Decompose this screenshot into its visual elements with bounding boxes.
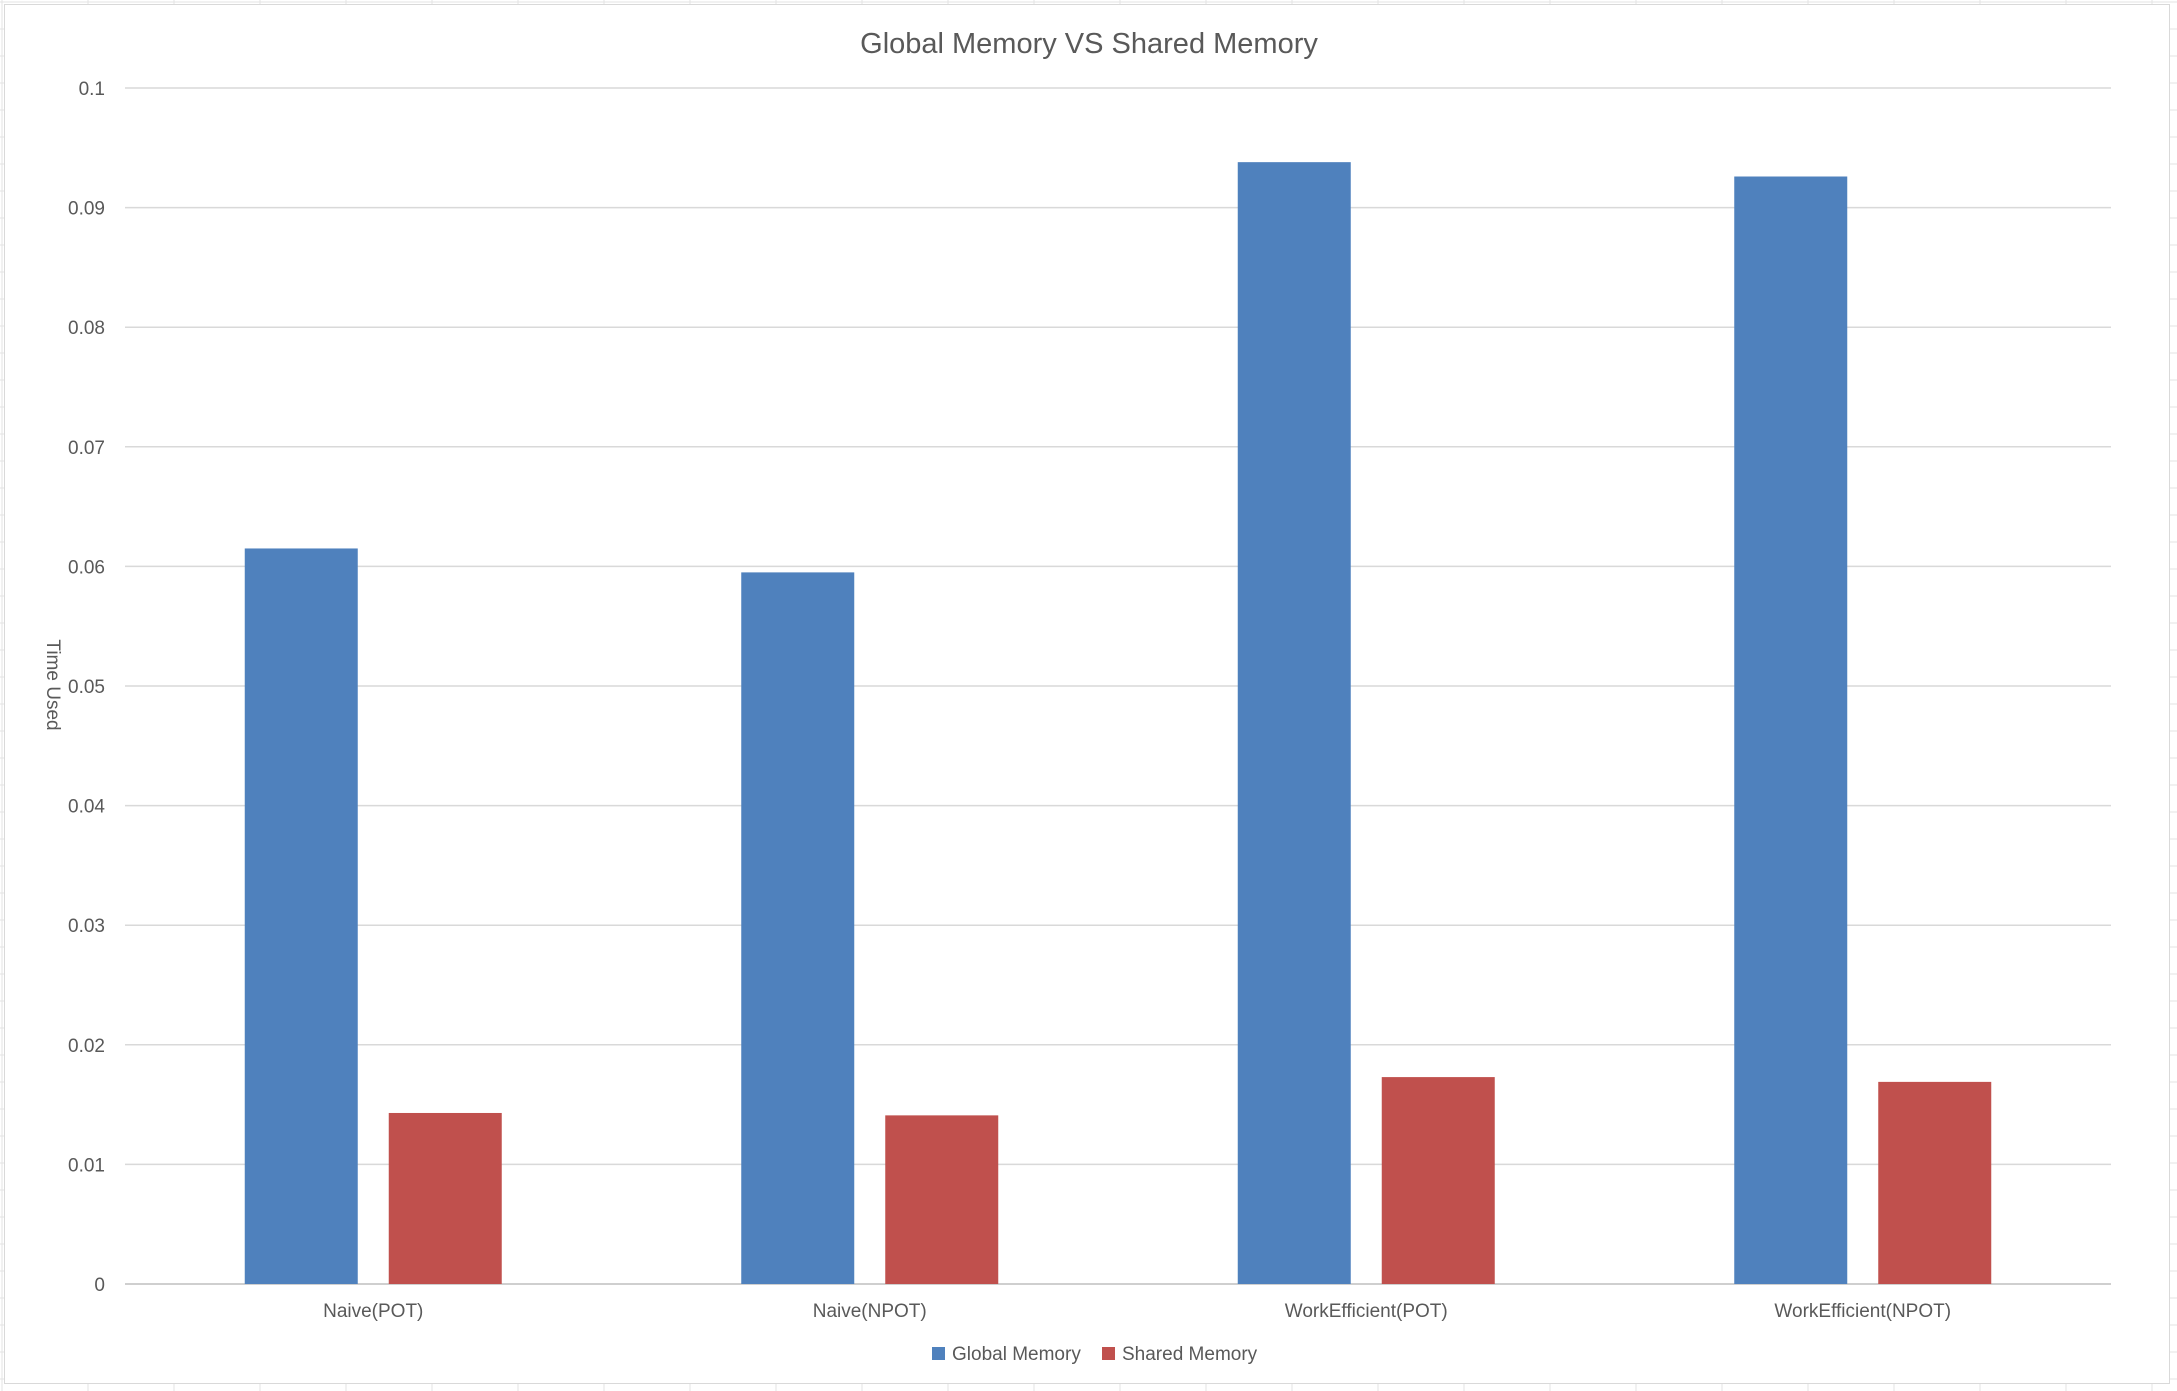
y-tick-label: 0.07 — [68, 438, 105, 459]
shared-memory-legend-swatch — [1102, 1347, 1115, 1360]
y-tick-label: 0 — [94, 1275, 105, 1296]
bars — [244, 162, 1992, 1285]
y-tick-label: 0.05 — [68, 677, 105, 698]
y-axis-title: Time Used — [42, 639, 63, 730]
shared-memory-bar — [388, 1112, 502, 1284]
x-tick-label: Naive(NPOT) — [813, 1301, 927, 1322]
global-memory-bar — [244, 548, 358, 1284]
chart-title: Global Memory VS Shared Memory — [860, 28, 1318, 60]
y-tick-label: 0.03 — [68, 916, 105, 937]
legend-label: Shared Memory — [1122, 1344, 1258, 1365]
x-tick-label: WorkEfficient(NPOT) — [1774, 1301, 1951, 1322]
legend-label: Global Memory — [952, 1344, 1081, 1365]
y-axis-tick-labels: 0 0.01 0.02 0.03 0.04 0.05 0.06 0.07 0.08 0.09 0.1 — [68, 79, 105, 1296]
bar-chart: Global Memory VS Shared Memory Time Used… — [42, 28, 2111, 1365]
y-tick-label: 0.09 — [68, 199, 105, 220]
x-axis-tick-labels: Naive(POT) Naive(NPOT) WorkEfficient(POT) W… — [323, 1301, 1951, 1322]
legend[interactable]: Global Memory Shared Memory — [932, 1344, 1258, 1365]
y-tick-label: 0.08 — [68, 318, 105, 339]
y-tick-label: 0.04 — [68, 797, 105, 818]
y-tick-label: 0.1 — [79, 79, 105, 100]
global-memory-bar — [741, 572, 855, 1284]
global-memory-legend-swatch — [932, 1347, 945, 1360]
global-memory-bar — [1734, 176, 1848, 1284]
y-tick-label: 0.01 — [68, 1155, 105, 1176]
y-tick-label: 0.02 — [68, 1036, 105, 1057]
shared-memory-bar — [885, 1115, 999, 1284]
x-tick-label: WorkEfficient(POT) — [1285, 1301, 1448, 1322]
chart-area[interactable]: Global Memory VS Shared Memory Time Used… — [4, 4, 2170, 1384]
y-tick-label: 0.06 — [68, 557, 105, 578]
global-memory-bar — [1237, 162, 1351, 1285]
shared-memory-bar — [1381, 1077, 1495, 1284]
shared-memory-bar — [1878, 1081, 1992, 1284]
x-tick-label: Naive(POT) — [323, 1301, 423, 1322]
